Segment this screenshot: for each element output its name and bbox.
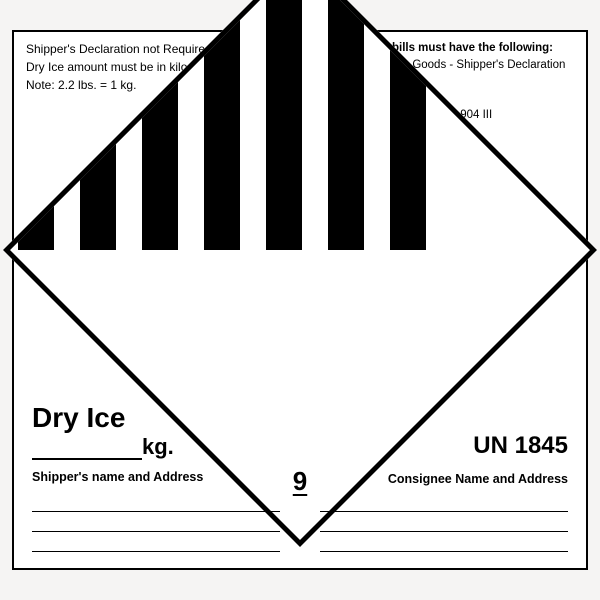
address-row: [32, 532, 568, 552]
shipper-address-line[interactable]: [32, 532, 280, 552]
stripe: [204, 0, 240, 250]
stripe: [142, 0, 178, 250]
shipper-address-line[interactable]: [32, 512, 280, 532]
weight-entry: kg.: [32, 434, 232, 460]
shipper-heading: Shipper's name and Address: [32, 470, 232, 484]
left-info-block: Dry Ice kg. Shipper's name and Address: [32, 402, 232, 484]
stripe: [328, 0, 364, 250]
dry-ice-label: Dry Ice: [32, 402, 232, 434]
stripe: [266, 0, 302, 250]
consignee-address-line[interactable]: [320, 492, 568, 512]
address-lines-area: [32, 492, 568, 552]
un-number: UN 1845: [368, 432, 568, 460]
stripe: [18, 0, 54, 250]
consignee-address-line[interactable]: [320, 512, 568, 532]
kg-unit-label: kg.: [142, 434, 174, 459]
stripe: [80, 0, 116, 250]
dry-ice-shipping-label: Shipper's Declaration not Required. Dry …: [12, 30, 588, 570]
address-row: [32, 492, 568, 512]
right-info-block: UN 1845 Consignee Name and Address: [368, 432, 568, 486]
consignee-heading: Consignee Name and Address: [368, 472, 568, 486]
consignee-address-line[interactable]: [320, 532, 568, 552]
shipper-address-line[interactable]: [32, 492, 280, 512]
address-row: [32, 512, 568, 532]
stripe: [390, 0, 426, 250]
weight-blank-line[interactable]: [32, 442, 142, 460]
